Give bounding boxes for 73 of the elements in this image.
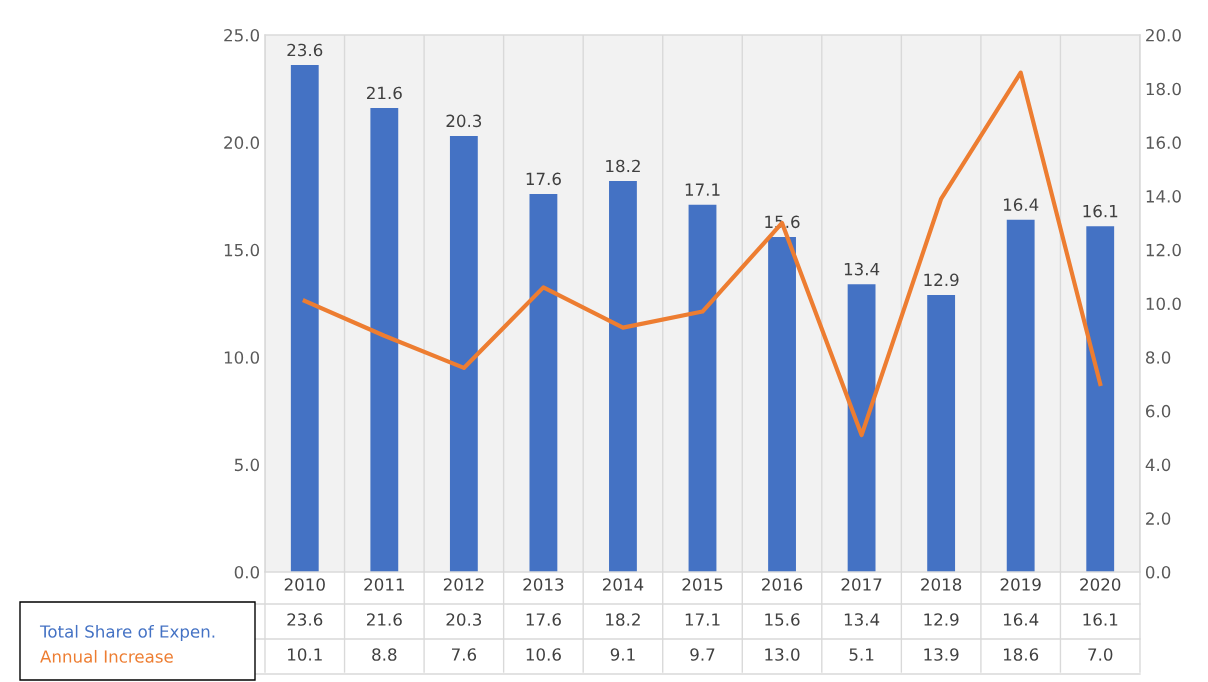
y-tick-label: 5.0 [234,458,260,472]
bar [927,294,956,572]
bar [529,193,558,572]
bar [1006,219,1035,572]
text: 17.1 [685,183,720,196]
y2-tick-label: 6.0 [1146,404,1171,418]
y-tick-label: 20.0 [224,136,260,149]
data-label: 18.2 [606,613,640,626]
bar [768,236,796,572]
x-tick-label: 2015 [682,578,723,591]
text: 12.9 [924,273,959,287]
x-tick-label: 2017 [841,578,882,591]
data-label: 17.1 [685,613,720,626]
text: 16.1 [1083,204,1118,218]
data-label: 13.0 [765,648,800,661]
y2-tick-label: 20.0 [1146,28,1181,42]
data-label: 21.6 [366,613,402,626]
x-tick-label: 2018 [921,578,962,591]
x-tick-label: 2016 [762,578,803,591]
data-label: 13.9 [924,648,959,661]
x-tick-label: 2010 [284,578,325,591]
data-label: 20.3 [446,613,482,626]
text: 23.6 [287,43,323,57]
y2-tick-label: 18.0 [1146,82,1181,96]
x-tick-label: 2020 [1080,578,1121,591]
text: 18.2 [606,159,640,173]
text: Annual Increase [40,649,173,663]
data-label: 12.9 [924,613,959,626]
data-label: 23.6 [287,613,323,626]
y2-tick-label: 2.0 [1146,512,1171,525]
data-label: 7.6 [451,648,477,661]
text: 20.3 [446,114,482,128]
data-label: 17.6 [526,613,561,626]
y2-tick-label: 0.0 [1145,565,1171,579]
text: 17.6 [526,172,561,186]
text: 21.6 [366,86,402,100]
data-label: 9.1 [610,648,635,661]
text: Total Share of Expen. [39,624,215,642]
data-label: 16.4 [1003,613,1039,626]
data-label: 9.7 [690,648,715,661]
data-label: 13.4 [844,613,880,626]
data-label: 5.1 [849,648,874,661]
bar [1086,226,1115,572]
data-label: 8.8 [372,648,397,661]
data-label: 10.1 [288,648,322,661]
bar [609,181,637,572]
text: 16.4 [1003,198,1039,211]
y2-tick-label: 4.0 [1145,458,1171,472]
y2-tick-label: 16.0 [1146,136,1181,149]
bar [688,204,717,572]
y-tick-label: 10.0 [224,351,260,364]
bar [449,135,478,572]
y-tick-label: 0.0 [234,565,260,579]
text: 13.4 [844,262,880,276]
data-label: 10.6 [526,648,561,661]
data-label: 15.6 [765,613,800,626]
y-tick-label: 25.0 [224,28,260,42]
data-label: 16.1 [1083,613,1118,626]
bar [847,284,876,572]
x-tick-label: 2019 [1000,578,1041,591]
y2-tick-label: 12.0 [1146,243,1181,257]
data-label: 7.0 [1088,648,1113,661]
y2-tick-label: 14.0 [1146,190,1181,203]
x-tick-label: 2011 [364,578,404,591]
y2-tick-label: 10.0 [1146,297,1181,311]
bar [370,108,399,572]
x-tick-label: 2014 [602,578,644,591]
y-tick-label: 15.0 [224,243,260,257]
bar [290,65,319,572]
x-tick-label: 2012 [443,578,484,591]
y2-tick-label: 8.0 [1145,351,1171,364]
data-label: 18.6 [1003,648,1039,661]
x-tick-label: 2013 [523,578,564,591]
